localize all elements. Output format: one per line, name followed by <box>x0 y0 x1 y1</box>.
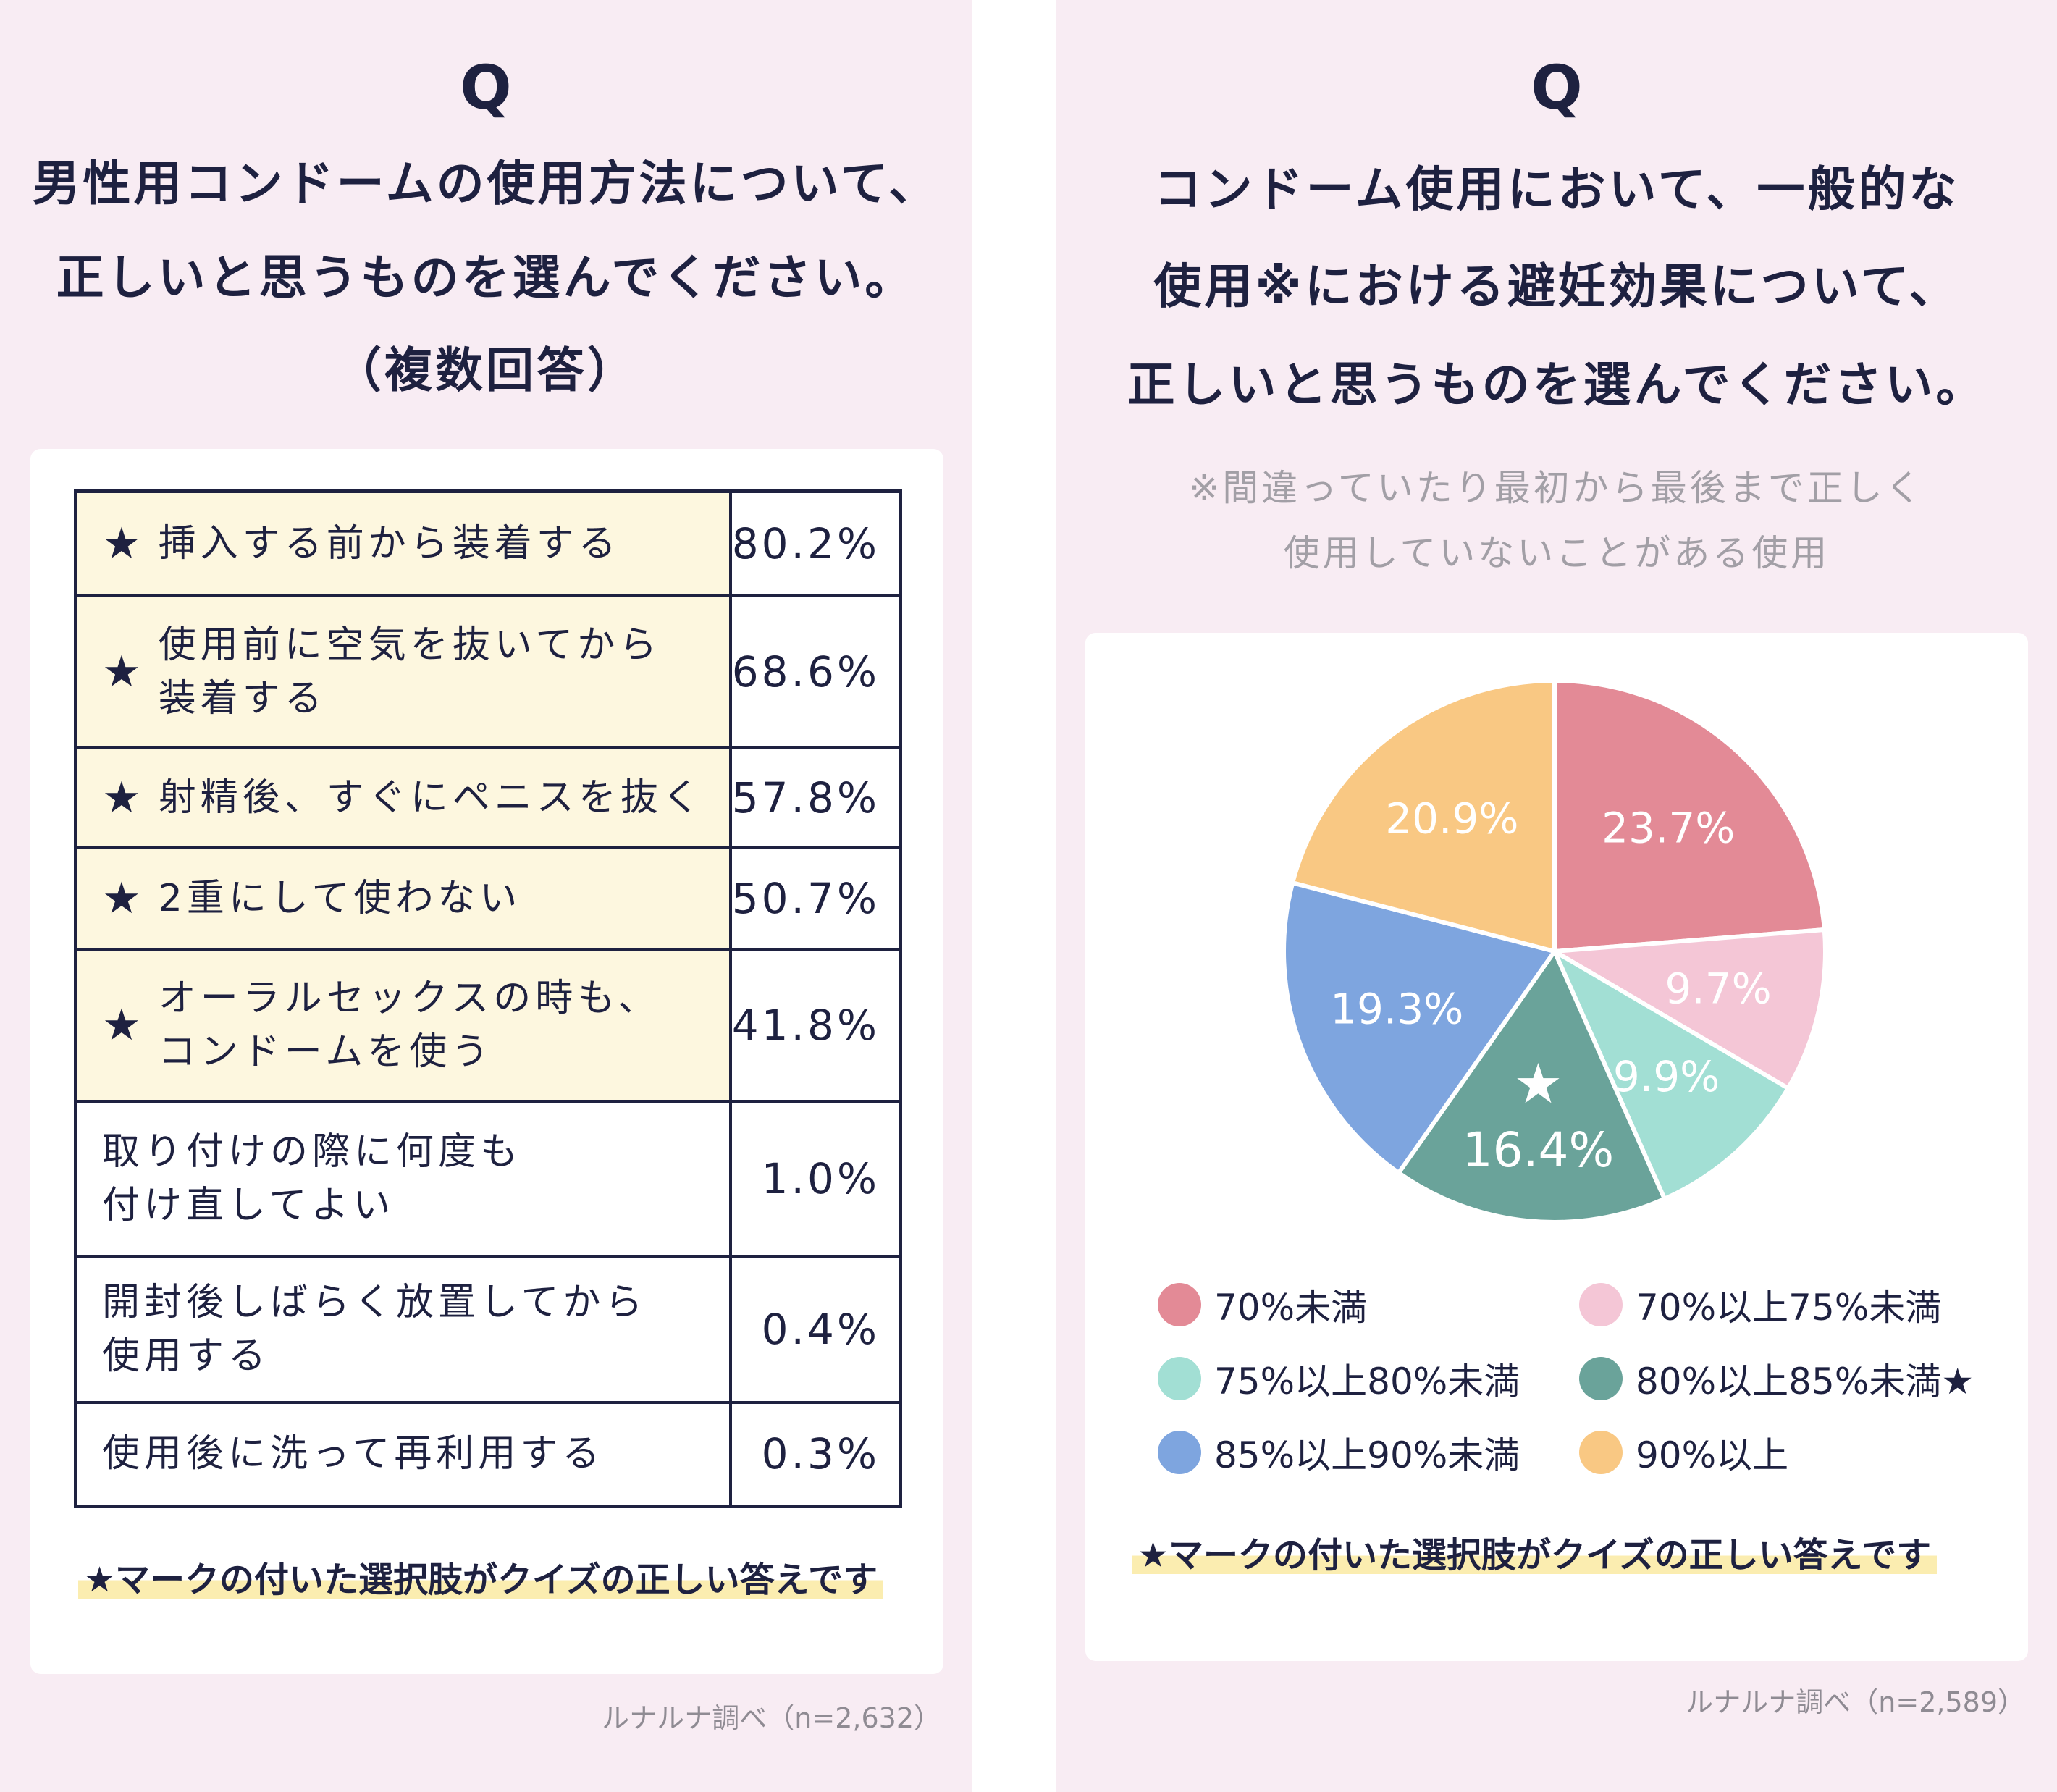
option-cell: ★ 射精後、すぐにペニスを抜く <box>74 746 732 849</box>
star-icon: ★ <box>102 872 146 924</box>
question-line-2: 使用※における避妊効果について、 <box>1153 258 1960 314</box>
percent-value: 57.8% <box>728 746 902 849</box>
pie-data-label: 16.4% <box>1463 1122 1615 1178</box>
pie-data-label: 20.9% <box>1385 794 1518 843</box>
percent-value: 80.2% <box>728 489 902 597</box>
percent-value: 41.8% <box>728 947 902 1103</box>
left-panel: Q 男性用コンドームの使用方法について、 正しいと思うものを選んでください。 （… <box>0 0 972 1792</box>
question-line-3: （複数回答） <box>334 342 638 398</box>
option-cell: 取り付けの際に何度も 付け直してよい <box>74 1099 732 1258</box>
chart-card: 23.7% 9.7% 9.9% ★ 16.4% 19.3% 20.9% 70%未満 70%以上… <box>1085 633 2028 1661</box>
option-cell: ★ 2重にして使わない <box>74 846 732 951</box>
table-row: ★ 挿入する前から装着する 80.2% <box>74 489 902 597</box>
table-row: ★ オーラルセックスの時も、 コンドームを使う 41.8% <box>74 947 902 1103</box>
pie-chart: 23.7% 9.7% 9.9% ★ 16.4% 19.3% 20.9% <box>1282 678 1828 1224</box>
option-label: 使用後に洗って再利用する <box>102 1432 605 1476</box>
pie-slice <box>1549 946 1791 1202</box>
legend-swatch <box>1579 1357 1623 1400</box>
correct-answer-footnote: ★マークの付いた選択肢がクイズの正しい答えです <box>78 1551 884 1602</box>
pie-data-label: 9.7% <box>1665 964 1771 1014</box>
star-icon: ★ <box>102 646 146 697</box>
legend-swatch <box>1158 1431 1201 1474</box>
legend-item: 85%以上90%未満 <box>1158 1426 1520 1478</box>
option-cell: 使用後に洗って再利用する <box>74 1400 732 1508</box>
option-label: 使用前に空気を抜いてから 装着する <box>158 623 662 720</box>
right-panel: Q コンドーム使用において、一般的な 使用※における避妊効果について、 正しいと… <box>1056 0 2057 1792</box>
star-icon: ★ <box>102 772 146 823</box>
legend-swatch <box>1579 1283 1623 1326</box>
percent-value: 50.7% <box>728 846 902 951</box>
percent-value: 0.3% <box>728 1400 902 1508</box>
legend-item: 75%以上80%未満 <box>1158 1353 1520 1405</box>
table-row: ★ 使用前に空気を抜いてから 装着する 68.6% <box>74 594 902 749</box>
pie-data-label: 19.3% <box>1330 985 1463 1034</box>
usage-note-line-1: ※間違っていたり最初から最後まで正しく <box>1189 467 1925 509</box>
table-row: 取り付けの際に何度も 付け直してよい 1.0% <box>74 1099 902 1258</box>
option-label: 開封後しばらく放置してから 使用する <box>102 1280 647 1378</box>
option-label: 取り付けの際に何度も 付け直してよい <box>102 1130 523 1227</box>
pie-data-label: 23.7% <box>1602 804 1735 853</box>
correct-answer-footnote: ★マークの付いた選択肢がクイズの正しい答えです <box>1132 1526 1938 1577</box>
pie-slice <box>1282 880 1558 1177</box>
answer-table: ★ 挿入する前から装着する 80.2% ★ 使用前に空気を抜いてから 装着する 68.6%… <box>74 489 902 1508</box>
question-mark-left: Q <box>460 52 512 123</box>
percent-value: 68.6% <box>728 594 902 749</box>
question-line-2: 正しいと思うものを選んでください。 <box>56 250 916 306</box>
pie-slice <box>1547 927 1828 1092</box>
question-line-1: 男性用コンドームの使用方法について、 <box>32 156 940 211</box>
source-note-left: ルナルナ調べ（n=2,632） <box>602 1702 941 1734</box>
pie-slice <box>1395 946 1667 1224</box>
legend-label: 90%以上 <box>1636 1434 1789 1476</box>
table-row: 使用後に洗って再利用する 0.3% <box>74 1400 902 1508</box>
star-icon: ★ <box>102 518 146 569</box>
question-line-1: コンドーム使用において、一般的な <box>1153 161 1960 217</box>
question-line-3: 正しいと思うものを選んでください。 <box>1127 357 1987 413</box>
option-label: オーラルセックスの時も、 コンドームを使う <box>158 976 660 1074</box>
legend-item: 70%以上75%未満 <box>1579 1279 1941 1331</box>
pie-data-label: 9.9% <box>1613 1052 1720 1101</box>
legend-swatch <box>1158 1283 1201 1326</box>
option-label: 射精後、すぐにペニスを抜く <box>158 775 704 820</box>
option-cell: 開封後しばらく放置してから 使用する <box>74 1254 732 1404</box>
option-label: 挿入する前から装着する <box>158 521 621 565</box>
legend-swatch <box>1158 1357 1201 1400</box>
legend-swatch <box>1579 1431 1623 1474</box>
star-icon: ★ <box>1513 1051 1562 1116</box>
pie-slice <box>1552 678 1827 954</box>
source-note-right: ルナルナ調べ（n=2,589） <box>1686 1686 2025 1718</box>
percent-value: 1.0% <box>728 1099 902 1258</box>
legend-label: 75%以上80%未満 <box>1214 1360 1520 1402</box>
legend-item: 80%以上85%未満★ <box>1579 1353 1974 1405</box>
option-cell: ★ 挿入する前から装着する <box>74 489 732 597</box>
option-cell: ★ 使用前に空気を抜いてから 装着する <box>74 594 732 749</box>
legend-label: 70%未満 <box>1214 1287 1368 1329</box>
legend-item: 90%以上 <box>1579 1426 1788 1478</box>
option-label: 2重にして使わない <box>158 876 522 920</box>
star-icon: ★ <box>102 999 146 1051</box>
option-cell: ★ オーラルセックスの時も、 コンドームを使う <box>74 947 732 1103</box>
percent-value: 0.4% <box>728 1254 902 1404</box>
pie-slice <box>1290 678 1557 954</box>
table-row: ★ 2重にして使わない 50.7% <box>74 846 902 951</box>
answer-card: ★ 挿入する前から装着する 80.2% ★ 使用前に空気を抜いてから 装着する 68.6%… <box>30 449 943 1674</box>
legend-label: 80%以上85%未満★ <box>1636 1360 1974 1402</box>
legend-label: 70%以上75%未満 <box>1636 1287 1942 1329</box>
question-mark-right: Q <box>1531 52 1583 123</box>
table-row: 開封後しばらく放置してから 使用する 0.4% <box>74 1254 902 1404</box>
table-row: ★ 射精後、すぐにペニスを抜く 57.8% <box>74 746 902 849</box>
legend-item: 70%未満 <box>1158 1279 1367 1331</box>
legend-label: 85%以上90%未満 <box>1214 1434 1520 1476</box>
usage-note-line-2: 使用していないことがある使用 <box>1283 532 1830 574</box>
